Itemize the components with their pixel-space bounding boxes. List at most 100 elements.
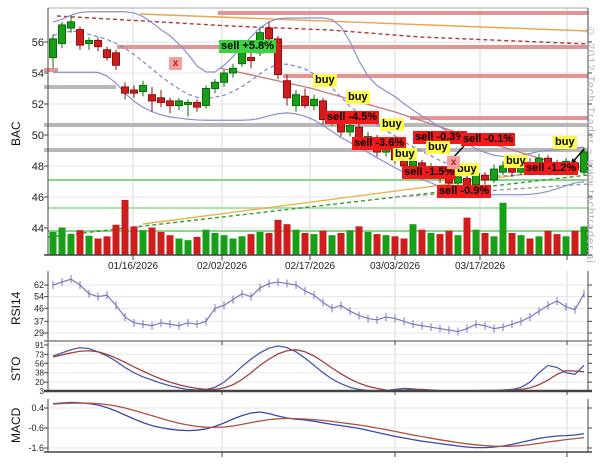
volume-bar bbox=[265, 233, 273, 255]
candle-body bbox=[310, 98, 318, 107]
signal-label-buy: buy bbox=[380, 118, 404, 131]
candle-body bbox=[121, 86, 129, 94]
svg-text:01/16/2026: 01/16/2026 bbox=[108, 261, 158, 272]
candle-body bbox=[499, 165, 507, 173]
candle-body bbox=[211, 81, 219, 90]
volume-bar bbox=[148, 227, 156, 255]
svg-text:-1.6: -1.6 bbox=[28, 443, 44, 453]
volume-bar bbox=[553, 234, 561, 255]
svg-text:56: 56 bbox=[35, 359, 44, 368]
candle-body bbox=[292, 94, 300, 107]
svg-text:52: 52 bbox=[32, 99, 44, 111]
volume-bar bbox=[373, 234, 381, 255]
volume-bar bbox=[472, 229, 480, 255]
candle-body bbox=[157, 97, 165, 103]
candle-body bbox=[202, 88, 210, 107]
sto-lines bbox=[52, 345, 585, 392]
svg-text:46: 46 bbox=[32, 192, 44, 204]
volume-bars bbox=[49, 200, 588, 255]
volume-bar bbox=[301, 233, 309, 255]
signal-label-sell: sell +5.8% bbox=[219, 40, 276, 53]
x-marker: x bbox=[447, 156, 460, 169]
candle-body bbox=[175, 100, 183, 107]
gray-zone-1 bbox=[44, 85, 116, 89]
support-green-3 bbox=[48, 230, 588, 232]
svg-text:-0.6: -0.6 bbox=[28, 423, 44, 433]
candle-body bbox=[94, 39, 102, 48]
gray-zone-3 bbox=[44, 148, 588, 152]
svg-text:0.4: 0.4 bbox=[31, 403, 44, 413]
volume-bar bbox=[85, 235, 93, 255]
signal-label-buy: buy bbox=[553, 136, 577, 149]
volume-bar bbox=[193, 236, 201, 255]
signal-label-buy: buy bbox=[426, 141, 450, 154]
x-marker: x bbox=[169, 57, 182, 70]
candle-body bbox=[481, 174, 489, 181]
volume-bar bbox=[238, 236, 246, 255]
support-green-1 bbox=[48, 179, 588, 181]
volume-bar bbox=[445, 230, 453, 255]
svg-text:02/02/2026: 02/02/2026 bbox=[197, 261, 247, 272]
svg-text:91: 91 bbox=[35, 341, 44, 350]
volume-bar bbox=[544, 230, 552, 255]
signal-label-buy: buy bbox=[346, 91, 370, 104]
svg-text:54: 54 bbox=[34, 292, 44, 302]
volume-bar bbox=[409, 224, 417, 255]
volume-bar bbox=[337, 233, 345, 255]
volume-bar bbox=[526, 238, 534, 255]
svg-text:3: 3 bbox=[40, 387, 45, 396]
candle-body bbox=[283, 80, 291, 99]
rsi-line bbox=[52, 275, 585, 336]
candle-body bbox=[274, 38, 282, 76]
candle-body bbox=[193, 101, 201, 108]
macd-lines bbox=[52, 401, 585, 449]
svg-text:03/03/2026: 03/03/2026 bbox=[370, 261, 420, 272]
volume-bar bbox=[319, 230, 327, 255]
signal-label-sell: sell -1.5% bbox=[402, 166, 457, 179]
volume-bar bbox=[121, 200, 129, 255]
ma-red-declining bbox=[219, 67, 589, 174]
volume-bar bbox=[508, 233, 516, 255]
axes bbox=[44, 7, 592, 457]
candle-body bbox=[148, 94, 156, 102]
signal-label-buy: buy bbox=[393, 148, 417, 161]
volume-bar bbox=[535, 236, 543, 255]
signal-label-buy: buy bbox=[504, 155, 528, 168]
volume-bar bbox=[283, 224, 291, 255]
volume-bar bbox=[481, 233, 489, 255]
volume-bar bbox=[67, 234, 75, 255]
signal-label-sell: sell -3.6% bbox=[352, 137, 407, 150]
candle-body bbox=[67, 21, 75, 29]
volume-bar bbox=[580, 226, 588, 255]
candle-body bbox=[139, 84, 147, 93]
svg-text:50: 50 bbox=[32, 130, 44, 142]
support-green-2 bbox=[48, 207, 588, 209]
rsi-panel-label: RSI14 bbox=[9, 291, 23, 325]
volume-bar bbox=[103, 236, 111, 255]
price-panel-label: BAC bbox=[9, 121, 23, 146]
svg-text:56: 56 bbox=[32, 37, 44, 49]
candle-body bbox=[58, 24, 66, 45]
candle-body bbox=[265, 27, 273, 40]
volume-bar bbox=[166, 235, 174, 255]
volume-bar bbox=[247, 234, 255, 255]
volume-bar bbox=[94, 238, 102, 255]
candle-body bbox=[319, 100, 327, 121]
candle-body bbox=[445, 177, 453, 184]
macd-panel-label: MACD bbox=[9, 407, 23, 443]
svg-text:54: 54 bbox=[32, 68, 44, 80]
candle-body bbox=[229, 67, 237, 74]
signal-label-sell: sell -1.2% bbox=[524, 162, 579, 175]
svg-text:20: 20 bbox=[35, 378, 44, 387]
volume-bar bbox=[436, 234, 444, 255]
svg-text:48: 48 bbox=[32, 161, 44, 173]
volume-bar bbox=[391, 236, 399, 255]
volume-bar bbox=[454, 235, 462, 255]
volume-bar bbox=[130, 226, 138, 255]
volume-bar bbox=[427, 233, 435, 255]
resistance-zone-3 bbox=[283, 74, 588, 78]
volume-bar bbox=[256, 231, 264, 255]
volume-bar bbox=[517, 235, 525, 255]
